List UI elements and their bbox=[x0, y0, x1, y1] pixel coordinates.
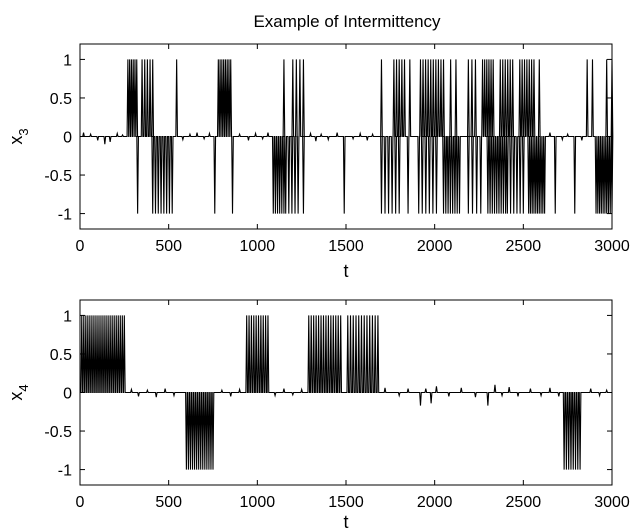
y-tick-label: 0 bbox=[63, 130, 72, 147]
x-tick-label: 1500 bbox=[328, 494, 364, 511]
y-axis-label-subscript: 3 bbox=[16, 128, 31, 135]
chart-title: Example of Intermittency bbox=[253, 12, 441, 31]
x-tick-label: 500 bbox=[155, 238, 182, 255]
y-axis-label: x4 bbox=[6, 384, 31, 400]
y-tick-label: 0.5 bbox=[50, 91, 72, 108]
x-tick-label: 2000 bbox=[417, 494, 453, 511]
y-axis-label: x3 bbox=[6, 128, 31, 144]
x-axis-label: t bbox=[343, 261, 348, 281]
y-axis-label-subscript: 4 bbox=[16, 384, 31, 391]
x-tick-label: 1500 bbox=[328, 238, 364, 255]
series-line bbox=[80, 315, 612, 470]
y-tick-label: -0.5 bbox=[44, 424, 72, 441]
plot-x3: 0 500 1000 1500 2000 2500 3000 1 0.5 0 -0.5 -1 t x3 bbox=[6, 43, 630, 281]
x-tick-label: 2000 bbox=[417, 238, 453, 255]
y-tick-label: 0 bbox=[63, 386, 72, 403]
series-line bbox=[80, 59, 614, 214]
x-axis-label: t bbox=[343, 512, 348, 531]
x-tick-label: 3000 bbox=[594, 494, 630, 511]
y-axis-label-base: x bbox=[6, 392, 26, 401]
y-tick-label: -1 bbox=[58, 207, 72, 224]
x-tick-label: 2500 bbox=[506, 238, 542, 255]
x-tick-label: 2500 bbox=[506, 494, 542, 511]
y-tick-label: 1 bbox=[63, 52, 72, 69]
y-tick-label: -0.5 bbox=[44, 168, 72, 185]
y-tick-label: -1 bbox=[58, 463, 72, 480]
x-tick-label: 1000 bbox=[240, 494, 276, 511]
x-tick-label: 0 bbox=[76, 494, 85, 511]
x-tick-label: 1000 bbox=[240, 238, 276, 255]
x-tick-label: 0 bbox=[76, 238, 85, 255]
y-tick-label: 0.5 bbox=[50, 347, 72, 364]
y-tick-label: 1 bbox=[63, 308, 72, 325]
x-tick-label: 500 bbox=[155, 494, 182, 511]
plot-x4: 0 500 1000 1500 2000 2500 3000 1 0.5 0 -0.5 -1 t x4 bbox=[6, 299, 630, 531]
x-tick-label: 3000 bbox=[594, 238, 630, 255]
y-axis-label-base: x bbox=[6, 136, 26, 145]
